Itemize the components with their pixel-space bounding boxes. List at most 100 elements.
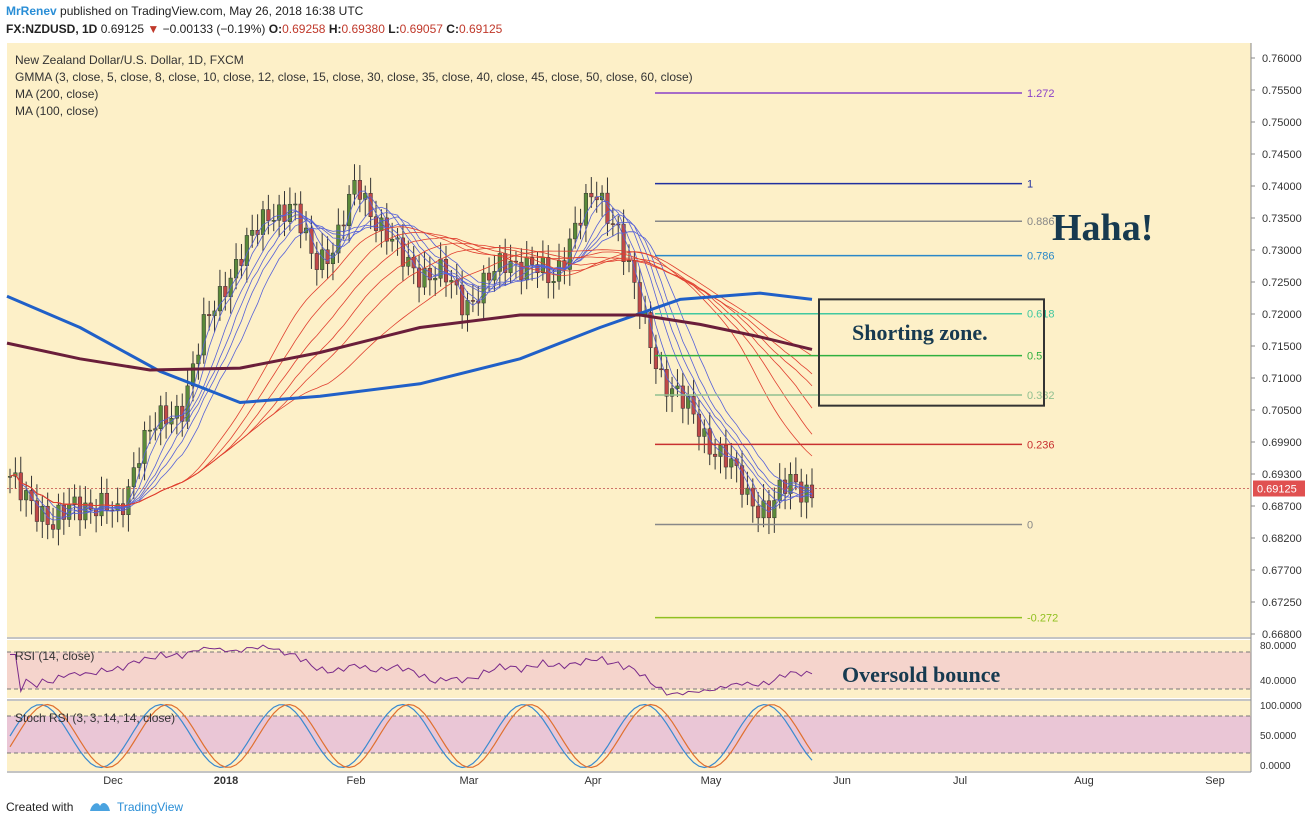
stoch-tick-label: 100.0000 bbox=[1260, 701, 1302, 712]
gmma-short-line bbox=[9, 212, 813, 514]
time-tick-label: May bbox=[701, 775, 722, 787]
fib-level-label: 0.236 bbox=[1027, 439, 1055, 451]
price-tick-label: 0.68700 bbox=[1262, 501, 1302, 513]
symbol: FX:NZDUSD, 1D bbox=[6, 22, 98, 36]
legend-title: New Zealand Dollar/U.S. Dollar, 1D, FXCM bbox=[15, 53, 244, 67]
price-pane-background bbox=[7, 43, 1251, 637]
candle-body bbox=[799, 481, 804, 503]
price-tick-label: 0.72000 bbox=[1262, 309, 1302, 321]
publish-info: published on TradingView.com, May 26, 20… bbox=[60, 4, 364, 18]
candle-body bbox=[492, 271, 497, 281]
price-tick-label: 0.75500 bbox=[1262, 85, 1302, 97]
candle-body bbox=[158, 405, 163, 429]
candle-body bbox=[702, 428, 707, 437]
ma200-line bbox=[6, 313, 813, 372]
candle-body bbox=[77, 496, 83, 521]
price-tick-label: 0.72500 bbox=[1262, 277, 1302, 289]
candle-body bbox=[745, 487, 750, 495]
candle-body bbox=[282, 204, 287, 222]
legend-gmma[interactable]: GMMA (3, close, 5, close, 8, close, 10, … bbox=[15, 70, 693, 84]
price-tick-label: 0.66800 bbox=[1262, 629, 1302, 641]
candle-body bbox=[142, 430, 147, 464]
gmma-short-line bbox=[9, 196, 813, 518]
price-tick-label: 0.71500 bbox=[1262, 341, 1302, 353]
time-tick-label: Jul bbox=[953, 775, 967, 787]
fib-level-label: 0.618 bbox=[1027, 309, 1055, 321]
price-chart[interactable]: 0.76000 0.75500 0.75000 0.74500 0.74000 0.735… bbox=[0, 40, 1316, 790]
candle-body bbox=[804, 484, 809, 503]
candle-body bbox=[605, 192, 610, 224]
candle-body bbox=[217, 286, 222, 312]
created-with-text: Created with bbox=[6, 800, 74, 814]
price-tick-label: 0.74500 bbox=[1262, 149, 1302, 161]
candle-body bbox=[164, 405, 169, 425]
author-name[interactable]: MrRenev bbox=[6, 4, 57, 18]
candle-body bbox=[653, 347, 658, 370]
candle-body bbox=[680, 385, 685, 409]
annotation-shorting-zone: Shorting zone. bbox=[852, 320, 988, 345]
gmma-short-line bbox=[9, 206, 813, 515]
candle-body bbox=[460, 284, 465, 316]
legend-ma100[interactable]: MA (100, close) bbox=[15, 104, 99, 118]
candle-body bbox=[637, 282, 642, 315]
candle-body bbox=[519, 261, 524, 281]
candle-body bbox=[809, 484, 815, 499]
tradingview-link[interactable]: TradingView bbox=[117, 800, 184, 814]
gmma-short-line bbox=[9, 224, 813, 512]
candle-body bbox=[411, 256, 416, 269]
fib-level-label: 0.382 bbox=[1027, 390, 1055, 402]
rsi-tick-label: 40.0000 bbox=[1260, 676, 1297, 687]
rsi-tick-label: 80.0000 bbox=[1260, 641, 1297, 652]
price-tick-label: 0.67700 bbox=[1262, 565, 1302, 577]
candle-body bbox=[793, 474, 798, 483]
candle-body bbox=[34, 500, 39, 522]
candle-body bbox=[659, 368, 664, 371]
candle-body bbox=[363, 193, 368, 200]
candle-body bbox=[83, 502, 88, 521]
last-price-label: 0.69125 bbox=[1257, 484, 1297, 496]
tradingview-logo-icon[interactable] bbox=[88, 799, 112, 816]
time-tick-label: Sep bbox=[1205, 775, 1225, 787]
high-value: 0.69380 bbox=[341, 22, 385, 36]
price-tick-label: 0.70500 bbox=[1262, 405, 1302, 417]
candle-body bbox=[147, 429, 152, 432]
candle-body bbox=[131, 467, 136, 487]
stoch-k-line bbox=[9, 703, 813, 769]
candle-body bbox=[24, 490, 29, 501]
candle-body bbox=[713, 453, 718, 457]
candle-body bbox=[567, 238, 572, 270]
candle-body bbox=[250, 230, 255, 236]
rsi-label[interactable]: RSI (14, close) bbox=[15, 649, 95, 663]
candle-body bbox=[772, 500, 777, 519]
candle-body bbox=[696, 413, 702, 437]
candle-body bbox=[470, 300, 475, 302]
candle-body bbox=[400, 237, 405, 267]
candle-body bbox=[104, 492, 109, 511]
time-tick-label: Jun bbox=[833, 775, 851, 787]
candle-body bbox=[626, 260, 632, 262]
candle-body bbox=[573, 222, 578, 240]
legend-ma200[interactable]: MA (200, close) bbox=[15, 87, 99, 101]
footer: Created with TradingView bbox=[0, 790, 1316, 825]
candle-body bbox=[546, 257, 551, 284]
candle-body bbox=[739, 465, 745, 495]
time-tick-label: Apr bbox=[584, 775, 601, 787]
candle-body bbox=[126, 486, 131, 515]
stoch-rsi-label[interactable]: Stoch RSI (3, 3, 14, 14, close) bbox=[15, 711, 176, 725]
annotation-oversold-bounce: Oversold bounce bbox=[842, 662, 1001, 687]
time-tick-label: Aug bbox=[1074, 775, 1094, 787]
candle-body bbox=[207, 314, 212, 317]
gmma-long-line bbox=[9, 249, 813, 507]
high-label: H: bbox=[328, 22, 342, 36]
candle-body bbox=[352, 180, 357, 195]
open-value: 0.69258 bbox=[282, 22, 326, 36]
price-tick-label: 0.69900 bbox=[1262, 437, 1302, 449]
candle-body bbox=[610, 223, 615, 225]
price-tick-label: 0.76000 bbox=[1262, 53, 1302, 65]
candle-body bbox=[7, 476, 13, 478]
candle-body bbox=[443, 258, 449, 283]
annotation-haha: Haha! bbox=[1052, 207, 1154, 249]
fib-level-label: 0 bbox=[1027, 519, 1033, 531]
price-tick-label: 0.67250 bbox=[1262, 597, 1302, 609]
price-tick-label: 0.73500 bbox=[1262, 213, 1302, 225]
